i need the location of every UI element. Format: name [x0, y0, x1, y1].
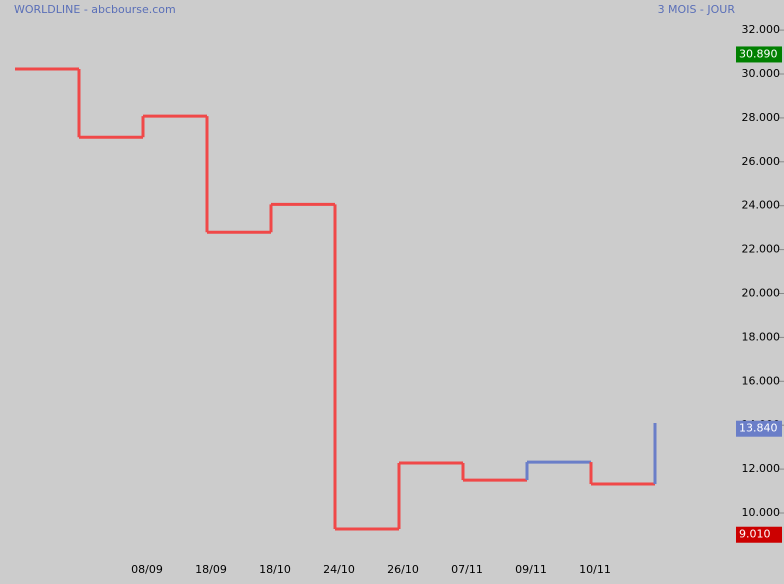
value-badge-label: 30.890 — [739, 47, 778, 60]
x-tick-label: 18/10 — [259, 563, 291, 576]
x-tick-label: 24/10 — [323, 563, 355, 576]
y-tick-label: 20.000 — [742, 287, 781, 300]
y-tick-label: 10.000 — [742, 506, 781, 519]
x-tick-label: 08/09 — [131, 563, 163, 576]
y-tick-label: 18.000 — [742, 330, 781, 343]
y-tick-label: 12.000 — [742, 462, 781, 475]
y-tick-label: 28.000 — [742, 111, 781, 124]
y-tick-label: 24.000 — [742, 199, 781, 212]
value-badge-label: 13.840 — [739, 422, 778, 435]
value-badge — [736, 420, 782, 437]
y-tick-label: 30.000 — [742, 67, 781, 80]
value-badge — [736, 46, 782, 63]
value-badge-label: 9.010 — [739, 528, 771, 541]
value-badge — [736, 526, 782, 543]
y-tick-label: 32.000 — [742, 23, 781, 36]
y-tick-label: 22.000 — [742, 243, 781, 256]
x-tick-label: 18/09 — [195, 563, 227, 576]
x-tick-label: 09/11 — [515, 563, 547, 576]
y-tick-label: 26.000 — [742, 155, 781, 168]
chart-title: WORLDLINE - abcbourse.com — [14, 3, 176, 16]
x-tick-label: 07/11 — [451, 563, 483, 576]
chart-subtitle: 3 MOIS - JOUR — [658, 3, 736, 16]
x-tick-label: 26/10 — [387, 563, 419, 576]
y-tick-label: 16.000 — [742, 374, 781, 387]
x-tick-label: 10/11 — [579, 563, 611, 576]
